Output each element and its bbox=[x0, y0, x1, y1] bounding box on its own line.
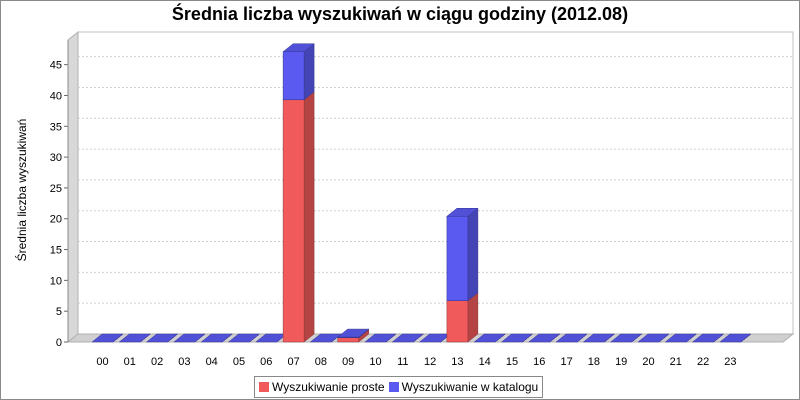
y-tick-label: 40 bbox=[50, 90, 62, 102]
bar-top bbox=[227, 333, 261, 343]
x-tick-label: 03 bbox=[178, 356, 190, 368]
bar-top bbox=[282, 43, 315, 52]
bar-top bbox=[719, 333, 752, 343]
bar-top bbox=[555, 333, 588, 343]
x-tick-label: 10 bbox=[369, 356, 381, 368]
x-tick-label: 12 bbox=[424, 356, 436, 368]
bar-side bbox=[303, 91, 315, 343]
bar-top bbox=[145, 333, 179, 343]
x-tick-label: 07 bbox=[287, 356, 299, 368]
x-tick-label: 00 bbox=[96, 356, 108, 368]
x-tick-label: 20 bbox=[642, 356, 654, 368]
x-tick-label: 22 bbox=[697, 356, 709, 368]
x-tick-label: 19 bbox=[615, 356, 627, 368]
bar-segment bbox=[282, 51, 305, 101]
x-tick-label: 06 bbox=[260, 356, 272, 368]
legend: Wyszukiwanie proste Wyszukiwanie w katal… bbox=[254, 376, 544, 398]
x-tick-label: 11 bbox=[397, 356, 408, 368]
bar-segment bbox=[446, 300, 469, 343]
x-tick-label: 16 bbox=[533, 356, 545, 368]
plot-back-wall bbox=[77, 31, 794, 335]
y-tick-label: 30 bbox=[50, 152, 62, 164]
bar-top bbox=[691, 333, 725, 343]
bar-top bbox=[473, 333, 506, 343]
x-tick-label: 05 bbox=[233, 356, 245, 368]
y-tick-label: 35 bbox=[50, 121, 62, 133]
bar-top bbox=[582, 333, 616, 343]
bar-top bbox=[200, 333, 233, 343]
bar-top bbox=[664, 333, 698, 343]
x-tick-label: 13 bbox=[451, 356, 463, 368]
legend-item-simple: Wyszukiwanie proste bbox=[259, 380, 385, 394]
x-tick-label: 17 bbox=[560, 356, 572, 368]
bar-top bbox=[637, 333, 670, 343]
x-tick-label: 09 bbox=[342, 356, 354, 368]
y-tick-label: 10 bbox=[50, 275, 62, 287]
y-tick-label: 0 bbox=[56, 337, 62, 349]
x-tick-label: 23 bbox=[724, 356, 736, 368]
bar-segment bbox=[337, 337, 359, 343]
bar-side bbox=[467, 207, 479, 302]
bar-top bbox=[364, 333, 397, 343]
y-tick-label: 20 bbox=[50, 214, 62, 226]
bar-top bbox=[118, 333, 152, 343]
x-tick-label: 21 bbox=[670, 356, 682, 368]
y-tick-label: 15 bbox=[50, 245, 62, 257]
legend-item-catalog: Wyszukiwanie w katalogu bbox=[388, 380, 539, 394]
x-tick-label: 14 bbox=[479, 356, 491, 368]
x-tick-label: 18 bbox=[588, 356, 600, 368]
plot-side-wall bbox=[67, 30, 79, 344]
x-tick-label: 01 bbox=[124, 356, 136, 368]
bar-top bbox=[609, 333, 643, 343]
bar-top bbox=[446, 208, 479, 217]
bar-top bbox=[173, 333, 206, 343]
bar-side bbox=[303, 43, 315, 101]
chart-title: Średnia liczba wyszukiwań w ciągu godzin… bbox=[171, 4, 629, 24]
legend-swatch-simple bbox=[259, 382, 269, 392]
bar-side bbox=[467, 292, 479, 343]
legend-swatch-catalog bbox=[388, 382, 399, 392]
y-tick-label: 25 bbox=[50, 183, 62, 195]
x-tick-label: 02 bbox=[151, 356, 163, 368]
bar-top bbox=[528, 333, 561, 343]
x-tick-label: 08 bbox=[315, 356, 327, 368]
legend-label-catalog: Wyszukiwanie w katalogu bbox=[401, 380, 539, 394]
y-tick-label: 45 bbox=[50, 60, 62, 72]
x-tick-label: 15 bbox=[506, 356, 518, 368]
bar-top bbox=[336, 328, 370, 338]
bar-top bbox=[500, 333, 534, 343]
x-tick-label: 04 bbox=[206, 356, 218, 368]
bar-segment bbox=[282, 99, 305, 343]
bar-segment bbox=[446, 216, 469, 301]
bar-top bbox=[91, 333, 124, 343]
bar-top bbox=[391, 333, 425, 343]
y-tick-label: 5 bbox=[56, 306, 62, 318]
legend-label-simple: Wyszukiwanie proste bbox=[272, 380, 385, 394]
